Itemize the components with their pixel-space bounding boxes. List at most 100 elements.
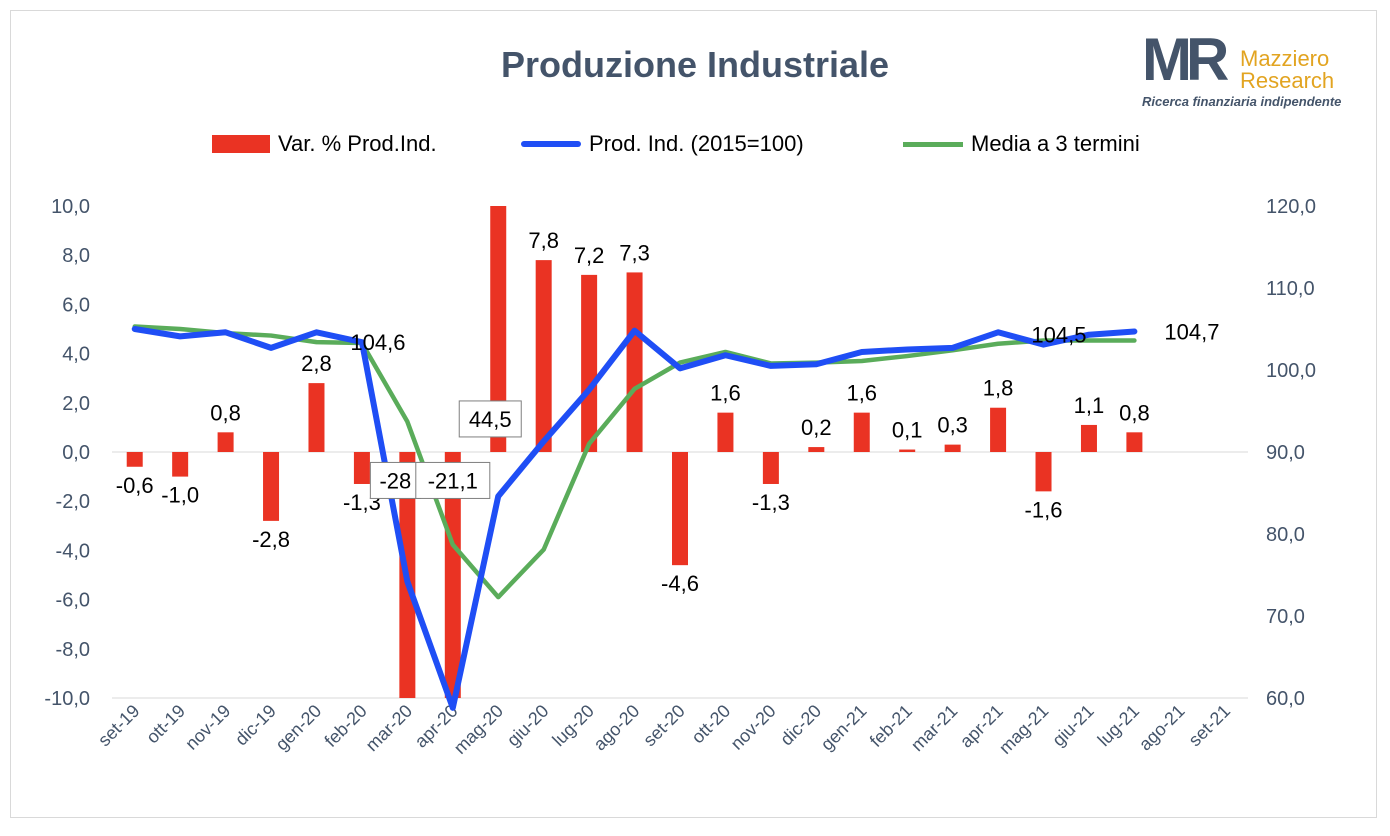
bar	[535, 260, 552, 452]
x-tick-label: lug-20	[548, 701, 598, 751]
x-tick-label: set-19	[94, 701, 144, 751]
legend-label-prod: Prod. Ind. (2015=100)	[589, 131, 804, 156]
bar-data-label: 0,2	[801, 415, 832, 440]
bar	[1035, 452, 1052, 492]
bar	[172, 452, 189, 477]
y-right-tick-label: 100,0	[1266, 360, 1316, 382]
bar	[490, 206, 507, 452]
legend-swatch-avg	[903, 141, 963, 147]
x-tick-label: ago-20	[590, 701, 644, 755]
bar-data-label: 1,6	[846, 381, 877, 406]
y-left-tick-label: -2,0	[56, 491, 90, 513]
y-left-tick-label: 10,0	[51, 196, 90, 218]
data-label-box	[458, 400, 522, 438]
bar	[944, 444, 961, 452]
y-right-tick-label: 110,0	[1266, 278, 1315, 300]
x-tick-label: mar-21	[907, 701, 961, 755]
y-left-tick-label: -6,0	[56, 590, 90, 612]
x-tick-label: giu-20	[503, 701, 553, 751]
y-right-tick-label: 60,0	[1266, 688, 1305, 710]
bar	[899, 449, 916, 452]
x-tick-label: giu-21	[1048, 701, 1098, 751]
bar-data-label: -2,8	[252, 527, 290, 552]
y-right-tick-label: 90,0	[1266, 442, 1305, 464]
bar-data-label: -4,6	[661, 571, 699, 596]
legend-label-bar: Var. % Prod.Ind.	[278, 131, 437, 156]
bar	[1126, 432, 1143, 452]
chart-frame	[10, 10, 1377, 818]
y-right-tick-label: 70,0	[1266, 606, 1305, 628]
logo-mark: MR	[1142, 26, 1229, 93]
y-left-tick-label: 4,0	[62, 344, 90, 366]
bar-data-label: 2,8	[301, 351, 332, 376]
bar	[626, 272, 643, 452]
bar-data-label: 44,5	[469, 407, 512, 432]
bar-data-label: 1,1	[1074, 393, 1105, 418]
y-left-tick-label: 2,0	[62, 393, 90, 415]
bar-data-label: -1,6	[1025, 497, 1063, 522]
bar	[990, 407, 1007, 452]
bar	[353, 452, 370, 484]
legend-item-bar: Var. % Prod.Ind.	[212, 126, 437, 162]
bar	[581, 274, 598, 452]
bar	[308, 383, 325, 452]
bar	[717, 412, 734, 452]
bar	[853, 412, 870, 452]
legend-item-avg: Media a 3 termini	[903, 126, 1140, 162]
x-tick-label: nov-20	[727, 701, 780, 754]
bar-data-label: -1,0	[161, 483, 199, 508]
x-tick-label: gen-20	[272, 701, 326, 755]
y-left-tick-label: -10,0	[44, 688, 90, 710]
bar-data-label: 0,1	[892, 418, 923, 443]
bar-data-label: -0,6	[116, 473, 154, 498]
prod-line	[131, 326, 1138, 711]
bar	[1080, 424, 1097, 452]
bar-data-label: -1,3	[752, 490, 790, 515]
y-left-tick-label: -8,0	[56, 639, 90, 661]
y-left-tick-label: 8,0	[62, 245, 90, 267]
legend-swatch-prod	[521, 141, 581, 147]
logo-name-line2: Research	[1240, 68, 1335, 93]
bar-data-label: 0,8	[1119, 400, 1150, 425]
bar-data-label: 0,3	[937, 413, 968, 438]
legend-item-prod: Prod. Ind. (2015=100)	[521, 126, 804, 162]
line-data-label: 104,5	[1031, 323, 1086, 348]
y-left-tick-label: -4,0	[56, 540, 90, 562]
bar	[808, 447, 825, 452]
bar-data-label: 7,2	[574, 243, 605, 268]
y-left-tick-label: 6,0	[62, 294, 90, 316]
y-left-tick-label: 0,0	[62, 442, 90, 464]
x-tick-label: lug-21	[1094, 701, 1144, 751]
bar-data-label: -28	[379, 468, 411, 493]
bar	[126, 452, 143, 467]
chart-legend: Var. % Prod.Ind. Prod. Ind. (2015=100) M…	[0, 126, 1390, 162]
x-tick-label: mar-20	[362, 701, 416, 755]
x-tick-label: gen-21	[817, 701, 871, 755]
x-tick-label: mag-21	[995, 701, 1052, 758]
y-right-tick-label: 80,0	[1266, 524, 1305, 546]
bar	[672, 452, 688, 566]
legend-label-avg: Media a 3 termini	[971, 131, 1140, 156]
x-tick-label: ago-21	[1135, 701, 1189, 755]
bar-data-label: -21,1	[428, 468, 478, 493]
y-right-tick-label: 120,0	[1266, 196, 1316, 218]
logo-name-line1: Mazziero	[1240, 46, 1330, 71]
bar-data-label: 0,8	[210, 400, 241, 425]
logo-tagline: Ricerca finanziaria indipendente	[1142, 94, 1342, 109]
bar-data-label: 1,6	[710, 381, 741, 406]
bar	[762, 452, 779, 484]
x-tick-label: set-21	[1185, 701, 1235, 751]
brand-logo: MR Mazziero Research Ricerca finanziaria…	[1142, 30, 1367, 120]
x-tick-label: mag-20	[450, 701, 507, 758]
bar-data-label: 1,8	[983, 376, 1014, 401]
legend-swatch-bar	[212, 135, 270, 153]
line-data-label: 104,6	[350, 330, 405, 355]
x-tick-label: set-20	[639, 701, 689, 751]
bar-data-label: 7,3	[619, 240, 650, 265]
bar	[263, 452, 280, 521]
bar-data-label: 7,8	[528, 228, 559, 253]
bar	[444, 452, 461, 698]
bar	[217, 432, 234, 452]
x-tick-label: nov-19	[181, 701, 234, 754]
